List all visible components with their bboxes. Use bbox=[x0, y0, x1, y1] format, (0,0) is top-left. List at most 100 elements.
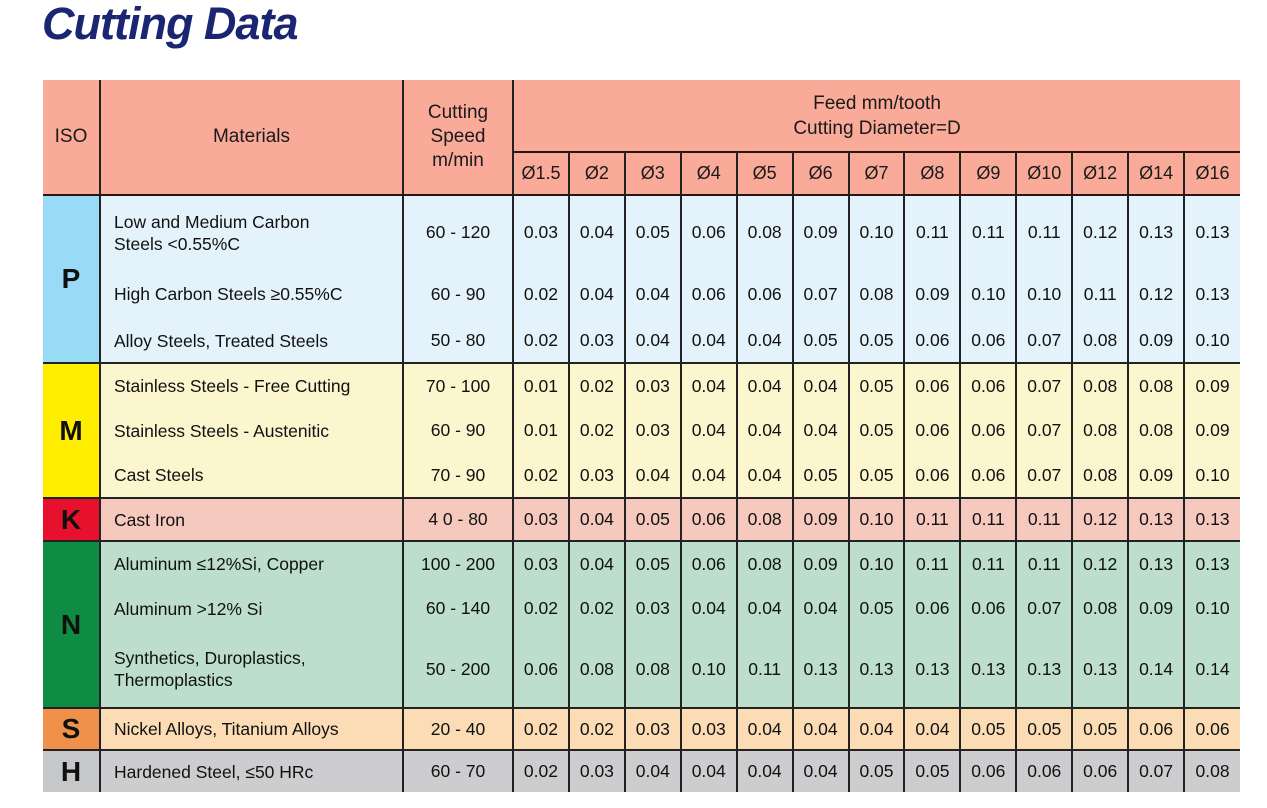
feed-value-cell: 0.08 bbox=[1071, 586, 1129, 631]
material-cell: Aluminum >12% Si bbox=[99, 586, 403, 631]
iso-label-p: P bbox=[43, 194, 100, 363]
feed-value-cell: 0.13 bbox=[1183, 269, 1240, 319]
feed-value-cell: 0.03 bbox=[567, 453, 625, 498]
cutting-speed-cell: 20 - 40 bbox=[402, 707, 513, 750]
feed-value-cell: 0.10 bbox=[1183, 586, 1240, 631]
diameter-header: Ø14 bbox=[1127, 152, 1185, 196]
feed-value-cell: 0.08 bbox=[623, 631, 681, 708]
speed-header-line: Cutting bbox=[427, 102, 489, 123]
feed-value-cell: 0.06 bbox=[959, 453, 1017, 498]
feed-value-cell: 0.13 bbox=[847, 631, 905, 708]
feed-value-cell: 0.05 bbox=[1071, 707, 1129, 750]
feed-value-cell: 0.11 bbox=[1015, 194, 1073, 269]
page-title: Cutting Data bbox=[42, 0, 298, 49]
feed-value-cell: 0.05 bbox=[1015, 707, 1073, 750]
feed-value-cell: 0.11 bbox=[959, 540, 1017, 586]
feed-value-cell: 0.04 bbox=[791, 362, 849, 408]
feed-value-cell: 0.04 bbox=[735, 362, 793, 408]
material-cell: High Carbon Steels ≥0.55%C bbox=[99, 269, 403, 319]
feed-value-cell: 0.14 bbox=[1127, 631, 1185, 708]
feed-value-cell: 0.04 bbox=[679, 453, 737, 498]
diameter-header: Ø9 bbox=[959, 152, 1017, 196]
feed-value-cell: 0.08 bbox=[567, 631, 625, 708]
material-cell: Hardened Steel, ≤50 HRc bbox=[99, 749, 403, 792]
table-row: Stainless Steels - Austenitic 60 - 90 0.01… bbox=[43, 408, 1240, 453]
diameter-header: Ø2 bbox=[567, 152, 625, 196]
feed-value-cell: 0.03 bbox=[512, 497, 569, 541]
feed-value-cell: 0.06 bbox=[959, 319, 1017, 363]
feed-value-cell: 0.04 bbox=[567, 540, 625, 586]
feed-value-cell: 0.04 bbox=[679, 749, 737, 792]
feed-value-cell: 0.05 bbox=[623, 540, 681, 586]
feed-value-cell: 0.04 bbox=[791, 408, 849, 453]
cutting-speed-cell: 60 - 90 bbox=[402, 408, 513, 453]
feed-value-cell: 0.08 bbox=[847, 269, 905, 319]
feed-value-cell: 0.02 bbox=[512, 269, 569, 319]
material-cell: Alloy Steels, Treated Steels bbox=[99, 319, 403, 363]
feed-value-cell: 0.05 bbox=[847, 586, 905, 631]
feed-value-cell: 0.04 bbox=[735, 453, 793, 498]
feed-value-cell: 0.07 bbox=[1015, 362, 1073, 408]
feed-value-cell: 0.06 bbox=[903, 319, 961, 363]
table-body: P Low and Medium Carbon Steels <0.55%C 60 … bbox=[43, 194, 1240, 792]
feed-value-cell: 0.04 bbox=[567, 497, 625, 541]
feed-value-cell: 0.09 bbox=[1127, 586, 1185, 631]
feed-value-cell: 0.04 bbox=[735, 319, 793, 363]
speed-header-line: m/min bbox=[432, 150, 484, 171]
feed-value-cell: 0.06 bbox=[959, 408, 1017, 453]
feed-value-cell: 0.02 bbox=[567, 707, 625, 750]
feed-value-cell: 0.06 bbox=[1183, 707, 1240, 750]
feed-value-cell: 0.04 bbox=[679, 408, 737, 453]
speed-header-line: Speed bbox=[430, 126, 486, 147]
feed-value-cell: 0.03 bbox=[623, 586, 681, 631]
feed-value-cell: 0.05 bbox=[847, 749, 905, 792]
feed-value-cell: 0.06 bbox=[959, 362, 1017, 408]
feed-value-cell: 0.03 bbox=[567, 749, 625, 792]
feed-value-cell: 0.04 bbox=[735, 749, 793, 792]
feed-value-cell: 0.04 bbox=[679, 586, 737, 631]
feed-value-cell: 0.02 bbox=[512, 749, 569, 792]
material-cell: Cast Steels bbox=[99, 453, 403, 498]
feed-value-cell: 0.04 bbox=[679, 362, 737, 408]
feed-value-cell: 0.11 bbox=[735, 631, 793, 708]
header-row-main: ISO Materials Cutting Speed m/min Feed m… bbox=[43, 80, 1240, 196]
feed-value-cell: 0.11 bbox=[1071, 269, 1129, 319]
table-row: Cast Steels 70 - 90 0.02 0.03 0.04 0.04 0.04 0.… bbox=[43, 453, 1240, 498]
feed-header-line-2: Cutting Diameter=D bbox=[793, 117, 961, 139]
diameter-header: Ø10 bbox=[1015, 152, 1073, 196]
feed-value-cell: 0.05 bbox=[623, 194, 681, 269]
feed-value-cell: 0.13 bbox=[1183, 194, 1240, 269]
feed-value-cell: 0.08 bbox=[735, 540, 793, 586]
diameter-header: Ø7 bbox=[847, 152, 905, 196]
feed-value-cell: 0.03 bbox=[623, 362, 681, 408]
material-cell: Cast Iron bbox=[99, 497, 403, 541]
cutting-speed-cell: 60 - 120 bbox=[402, 194, 513, 269]
diameter-header: Ø3 bbox=[623, 152, 681, 196]
feed-value-cell: 0.13 bbox=[959, 631, 1017, 708]
feed-value-cell: 0.04 bbox=[847, 707, 905, 750]
feed-value-cell: 0.04 bbox=[735, 586, 793, 631]
feed-value-cell: 0.04 bbox=[623, 269, 681, 319]
feed-value-cell: 0.13 bbox=[1127, 540, 1185, 586]
table-row: M Stainless Steels - Free Cutting 70 - 100… bbox=[43, 362, 1240, 498]
feed-value-cell: 0.13 bbox=[791, 631, 849, 708]
cutting-speed-cell: 4 0 - 80 bbox=[402, 497, 513, 541]
feed-value-cell: 0.06 bbox=[735, 269, 793, 319]
material-cell: Stainless Steels - Free Cutting bbox=[99, 362, 403, 408]
cutting-speed-cell: 70 - 90 bbox=[402, 453, 513, 498]
feed-value-cell: 0.09 bbox=[1183, 408, 1240, 453]
feed-value-cell: 0.14 bbox=[1183, 631, 1240, 708]
feed-value-cell: 0.09 bbox=[791, 194, 849, 269]
feed-value-cell: 0.06 bbox=[1127, 707, 1185, 750]
cutting-speed-cell: 50 - 80 bbox=[402, 319, 513, 363]
feed-value-cell: 0.06 bbox=[903, 362, 961, 408]
feed-value-cell: 0.02 bbox=[567, 408, 625, 453]
feed-value-cell: 0.05 bbox=[791, 453, 849, 498]
table-header: ISO Materials Cutting Speed m/min Feed m… bbox=[43, 80, 1240, 196]
cutting-speed-cell: 70 - 100 bbox=[402, 362, 513, 408]
col-header-materials: Materials bbox=[99, 80, 403, 196]
feed-value-cell: 0.09 bbox=[1127, 319, 1185, 363]
feed-value-cell: 0.02 bbox=[567, 586, 625, 631]
feed-value-cell: 0.08 bbox=[735, 194, 793, 269]
feed-value-cell: 0.04 bbox=[735, 408, 793, 453]
